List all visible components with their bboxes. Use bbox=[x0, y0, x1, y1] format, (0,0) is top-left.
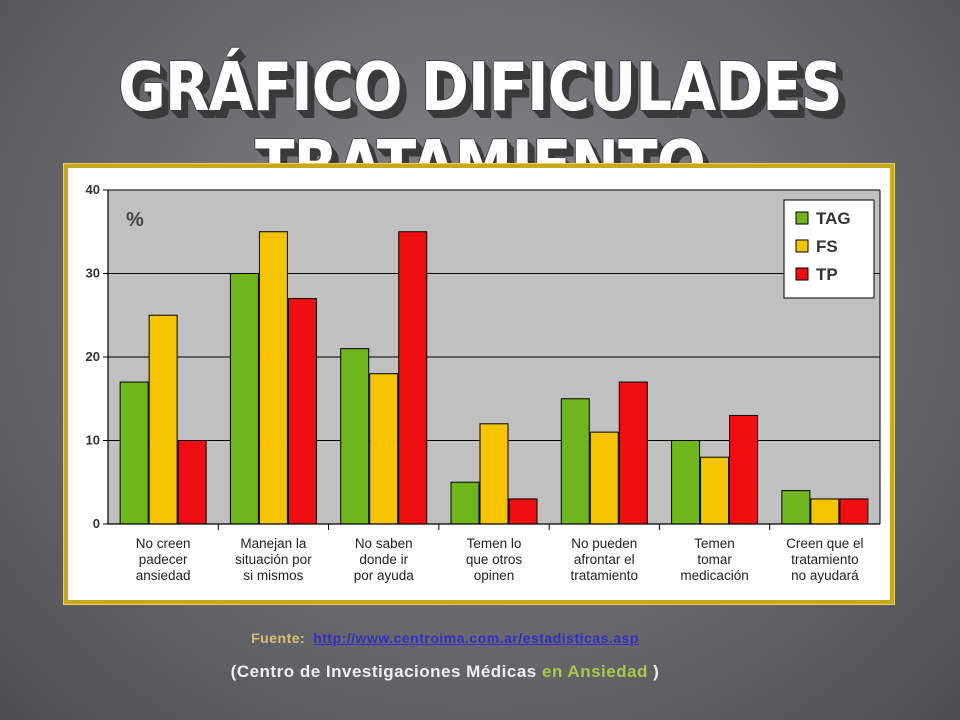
x-tick-label: por ayuda bbox=[354, 568, 415, 583]
x-tick-label: no ayudará bbox=[791, 568, 859, 583]
x-tick-label: afrontar el bbox=[574, 552, 635, 567]
bar-fs bbox=[369, 373, 399, 525]
x-tick-label: tratamiento bbox=[791, 552, 859, 567]
bar-tag bbox=[781, 490, 811, 525]
legend-swatch-tp bbox=[795, 267, 809, 281]
y-tick-label: 0 bbox=[93, 516, 100, 531]
x-tick-label: Manejan la bbox=[240, 536, 307, 551]
bar-tag bbox=[340, 348, 370, 525]
bar-tp bbox=[618, 381, 648, 525]
bar-fs bbox=[810, 498, 840, 525]
center-name-main: (Centro de Investigaciones Médicas bbox=[230, 662, 537, 681]
x-tick-label: medicación bbox=[680, 568, 748, 583]
x-tick-label: Temen bbox=[694, 536, 735, 551]
bar-tp bbox=[287, 298, 317, 525]
x-tick-label: padecer bbox=[139, 552, 188, 567]
bar-tp bbox=[729, 414, 759, 525]
x-tick-label: No creen bbox=[136, 536, 191, 551]
bar-tp bbox=[508, 498, 538, 525]
bar-fs bbox=[148, 314, 178, 525]
bar-fs bbox=[258, 231, 288, 525]
bar-tag bbox=[560, 398, 590, 525]
bar-tag bbox=[119, 381, 149, 525]
x-tick-label: donde ir bbox=[359, 552, 408, 567]
source-label: Fuente: bbox=[251, 630, 306, 646]
bar-tag bbox=[671, 440, 701, 525]
x-tick-label: tomar bbox=[697, 552, 732, 567]
bar-tp bbox=[839, 498, 869, 525]
center-name-specialty: en Ansiedad bbox=[541, 662, 648, 681]
y-tick-label: 30 bbox=[86, 266, 100, 281]
y-tick-label: 20 bbox=[86, 349, 100, 364]
bar-tp bbox=[398, 231, 428, 525]
x-tick-label: ansiedad bbox=[136, 568, 191, 583]
source-link[interactable]: http://www.centroima.com.ar/estadisticas… bbox=[313, 630, 639, 646]
center-name-close: ) bbox=[653, 662, 660, 681]
bar-tp bbox=[177, 440, 207, 525]
x-tick-label: No pueden bbox=[571, 536, 637, 551]
legend-label-tag: TAG bbox=[816, 209, 851, 228]
chart-frame: 0 10 20 30 40% No creen padecer ansiedad Manejan… bbox=[63, 163, 895, 605]
bar-fs bbox=[589, 431, 619, 525]
x-tick-label: que otros bbox=[466, 552, 523, 567]
legend-label-fs: FS bbox=[816, 237, 838, 256]
y-axis-label: % bbox=[126, 209, 144, 231]
legend-swatch-tag bbox=[795, 211, 809, 225]
legend-label-tp: TP bbox=[816, 265, 838, 284]
x-tick-label: situación por bbox=[235, 552, 312, 567]
legend-swatch-fs bbox=[795, 239, 809, 253]
x-tick-label: tratamiento bbox=[571, 568, 639, 583]
x-tick-label: si mismos bbox=[243, 568, 303, 583]
source-line: Fuente: http://www.centroima.com.ar/estad… bbox=[0, 630, 890, 646]
x-tick-label: Creen que el bbox=[786, 536, 863, 551]
bar-fs bbox=[700, 456, 730, 525]
x-tick-label: opinen bbox=[474, 568, 515, 583]
bar-tag bbox=[450, 481, 480, 525]
y-tick-label: 40 bbox=[86, 182, 100, 197]
x-tick-label: Temen lo bbox=[467, 536, 522, 551]
research-center: (Centro de Investigaciones Médicas en An… bbox=[0, 662, 890, 682]
bar-tag bbox=[229, 273, 259, 525]
x-tick-label: No saben bbox=[355, 536, 413, 551]
y-tick-label: 10 bbox=[86, 433, 100, 448]
bar-fs bbox=[479, 423, 509, 525]
